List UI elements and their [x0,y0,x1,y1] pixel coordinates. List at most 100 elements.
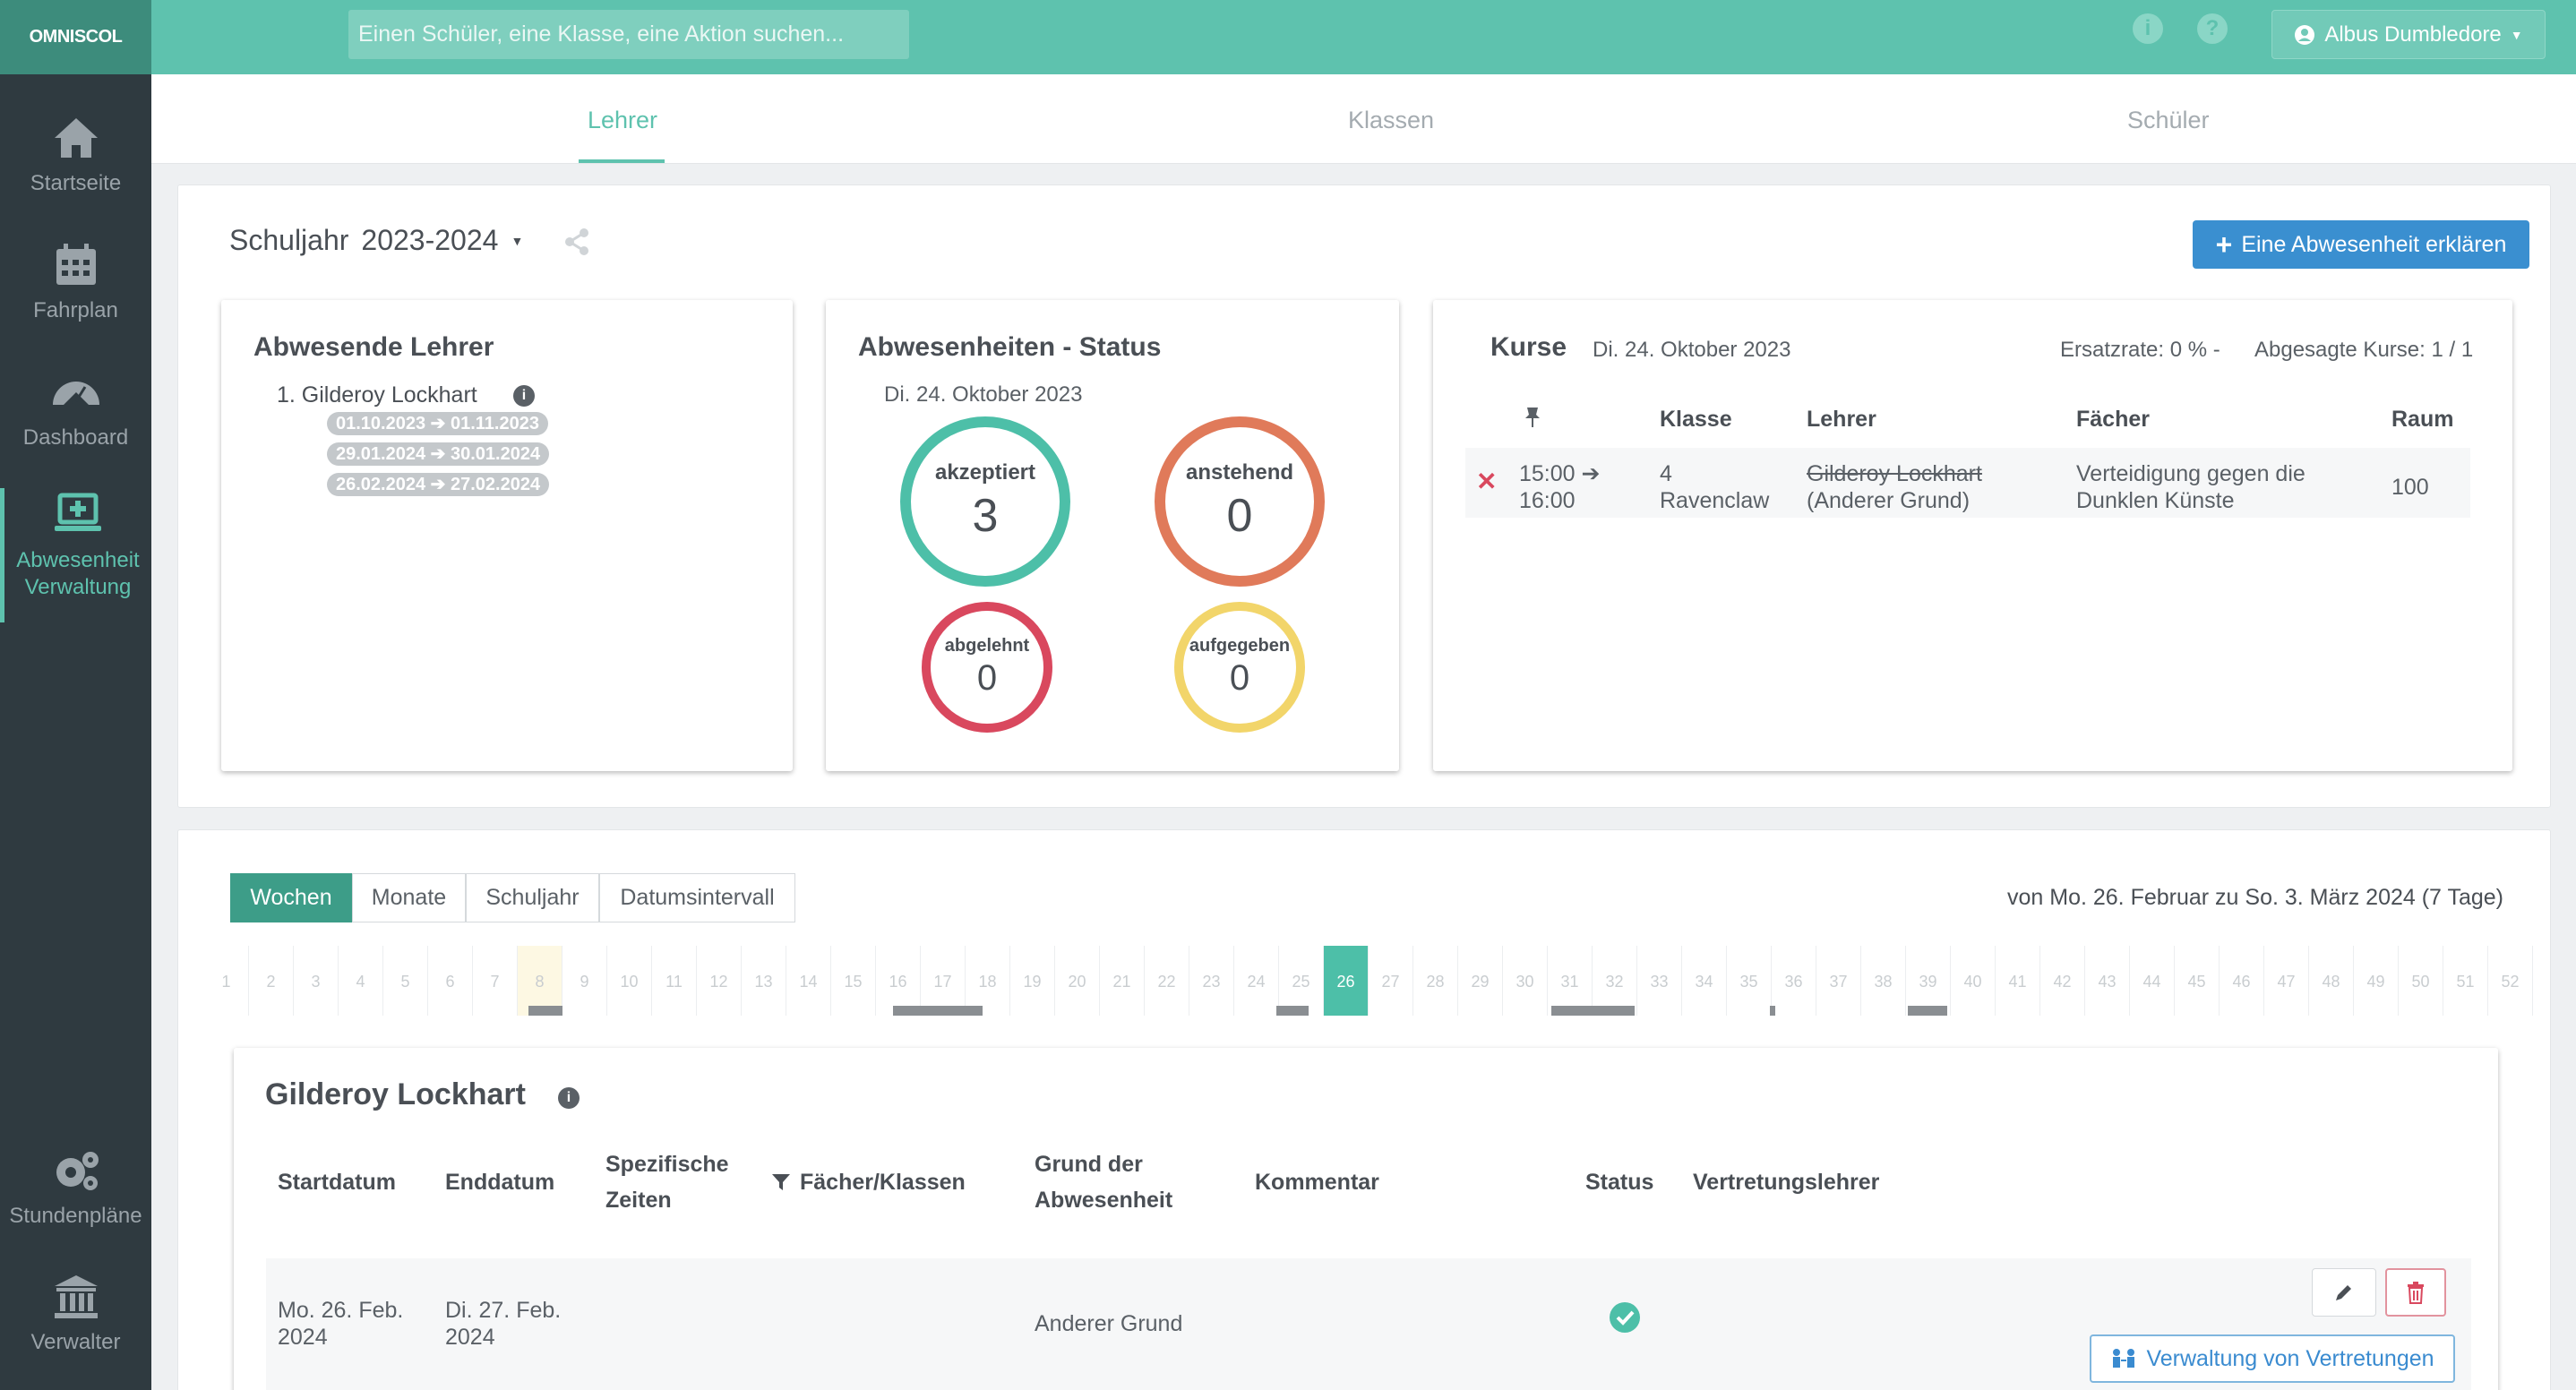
status-label: anstehend [1185,460,1294,485]
week-cell[interactable]: 47 [2264,946,2309,1016]
school-year-selector[interactable]: Schuljahr 2023-2024 ▼ [229,224,523,257]
info-icon[interactable]: i [513,385,535,407]
tab-schueler[interactable]: Schüler [2127,107,2210,133]
app-logo[interactable]: OMNISCOL [0,0,151,74]
column-header: Klasse [1660,407,1732,432]
course-room: 100 [2391,475,2429,500]
absence-week-bar [893,1006,983,1016]
cancelled-courses: Abgesagte Kurse: 1 / 1 [2254,338,2474,362]
week-cell[interactable]: 13 [742,946,786,1016]
sidebar-item-verwalter[interactable]: Verwalter [0,1270,151,1356]
sidebar-item-label: Startseite [30,171,122,195]
status-rejected[interactable]: abgelehnt 0 [922,602,1052,733]
week-cell[interactable]: 38 [1861,946,1906,1016]
status-pending[interactable]: anstehend 0 [1155,416,1325,587]
week-cell[interactable]: 39 [1906,946,1951,1016]
week-cell[interactable]: 49 [2354,946,2399,1016]
week-cell[interactable]: 16 [876,946,921,1016]
week-cell[interactable]: 34 [1682,946,1727,1016]
delete-button[interactable] [2385,1268,2446,1317]
status-label: aufgegeben [1189,636,1291,656]
share-icon[interactable] [562,227,591,256]
week-cell[interactable]: 2 [249,946,294,1016]
week-cell[interactable]: 17 [921,946,966,1016]
week-cell[interactable]: 6 [428,946,473,1016]
segment-date-range[interactable]: Datumsintervall [599,873,795,922]
week-cell[interactable]: 22 [1145,946,1189,1016]
absent-teacher-name[interactable]: 1. Gilderoy Lockhart [277,382,477,408]
absence-status-card: Abwesenheiten - Status Di. 24. Oktober 2… [826,300,1399,771]
tab-klassen[interactable]: Klassen [1348,107,1435,133]
absence-range-pill: 29.01.2024 ➔ 30.01.2024 [327,442,550,466]
sidebar-item-label: Stundenpläne [9,1204,142,1228]
week-cell[interactable]: 40 [1951,946,1996,1016]
week-cell[interactable]: 31 [1548,946,1593,1016]
week-cell[interactable]: 23 [1189,946,1234,1016]
week-cell[interactable]: 50 [2399,946,2443,1016]
sidebar-item-fahrplan[interactable]: Fahrplan [0,238,151,324]
week-cell[interactable]: 30 [1503,946,1548,1016]
table-row[interactable] [1465,448,2470,518]
week-cell[interactable]: 10 [607,946,652,1016]
week-cell[interactable]: 29 [1458,946,1503,1016]
week-cell[interactable]: 11 [652,946,697,1016]
sidebar-item-dashboard[interactable]: Dashboard [0,365,151,451]
column-header: Raum [2391,407,2454,432]
declare-absence-button[interactable]: + Eine Abwesenheit erklären [2193,220,2529,269]
week-cell[interactable]: 33 [1637,946,1682,1016]
edit-button[interactable] [2312,1268,2376,1317]
week-cell[interactable]: 43 [2085,946,2130,1016]
week-cell[interactable]: 52 [2488,946,2533,1016]
card-title: Abwesende Lehrer [253,332,494,362]
segment-weeks[interactable]: Wochen [230,873,352,922]
week-cell[interactable]: 27 [1369,946,1413,1016]
week-cell[interactable]: 42 [2040,946,2085,1016]
column-header: Vertretungslehrer [1693,1170,1880,1195]
week-cell[interactable]: 14 [786,946,831,1016]
status-accepted[interactable]: akzeptiert 3 [900,416,1070,587]
week-cell[interactable]: 25 [1279,946,1324,1016]
user-menu-button[interactable]: Albus Dumbledore ▼ [2271,10,2546,59]
absence-week-bar [1551,1006,1635,1016]
week-cell[interactable]: 48 [2309,946,2354,1016]
week-cell[interactable]: 37 [1816,946,1861,1016]
week-cell[interactable]: 41 [1996,946,2040,1016]
segment-months[interactable]: Monate [352,873,466,922]
week-cell[interactable]: 3 [294,946,339,1016]
absent-teachers-card: Abwesende Lehrer 1. Gilderoy Lockhart i … [221,300,793,771]
week-cell[interactable]: 35 [1727,946,1772,1016]
info-icon[interactable]: i [558,1087,580,1109]
week-cell[interactable]: 44 [2130,946,2175,1016]
week-cell[interactable]: 28 [1413,946,1458,1016]
search-input[interactable] [348,10,909,59]
week-cell[interactable]: 26 [1324,946,1369,1016]
week-cell[interactable]: 21 [1100,946,1145,1016]
column-header-subjects[interactable]: Fächer/Klassen [771,1164,966,1200]
week-cell[interactable]: 51 [2443,946,2488,1016]
week-cell[interactable]: 1 [204,946,249,1016]
week-cell[interactable]: 7 [473,946,518,1016]
week-cell[interactable]: 18 [966,946,1010,1016]
segment-school-year[interactable]: Schuljahr [466,873,599,922]
week-cell[interactable]: 32 [1593,946,1637,1016]
sidebar-item-stundenplaene[interactable]: Stundenpläne [0,1144,151,1230]
status-abandoned[interactable]: aufgegeben 0 [1174,602,1305,733]
week-cell[interactable]: 15 [831,946,876,1016]
week-cell[interactable]: 9 [562,946,607,1016]
tab-lehrer[interactable]: Lehrer [588,107,658,133]
week-cell[interactable]: 5 [383,946,428,1016]
week-cell[interactable]: 46 [2220,946,2264,1016]
sidebar-item-startseite[interactable]: Startseite [0,111,151,197]
week-cell[interactable]: 45 [2175,946,2220,1016]
week-cell[interactable]: 36 [1772,946,1816,1016]
help-icon[interactable]: ? [2197,13,2228,44]
week-cell[interactable]: 12 [697,946,742,1016]
info-icon[interactable]: i [2133,13,2163,44]
sidebar-item-abwesenheit-verwaltung[interactable]: Abwesenheit Verwaltung [0,488,151,622]
manage-substitutions-button[interactable]: Verwaltung von Vertretungen [2090,1334,2455,1383]
week-cell[interactable]: 4 [339,946,383,1016]
week-cell[interactable]: 8 [518,946,562,1016]
week-cell[interactable]: 19 [1010,946,1055,1016]
week-cell[interactable]: 24 [1234,946,1279,1016]
week-cell[interactable]: 20 [1055,946,1100,1016]
